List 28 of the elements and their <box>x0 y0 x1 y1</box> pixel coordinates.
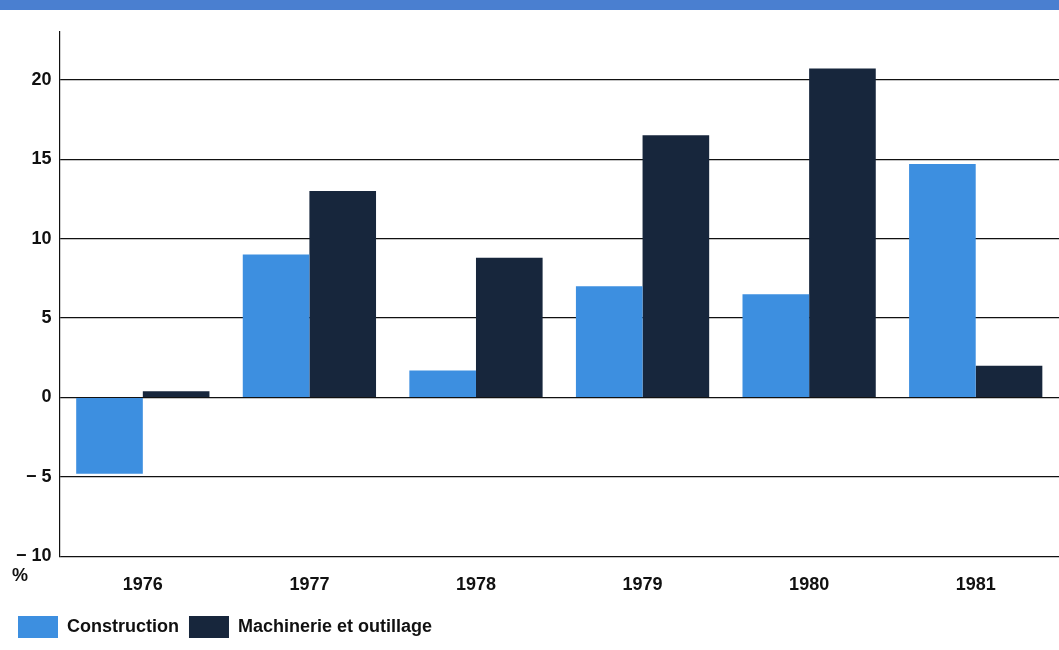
y-tick-label: − 10 <box>15 545 52 566</box>
bar <box>975 365 1043 397</box>
bar <box>742 294 810 397</box>
x-tick-label: 1979 <box>622 574 663 595</box>
bar <box>809 68 876 397</box>
x-tick-label: 1980 <box>789 574 830 595</box>
bar <box>475 257 543 397</box>
y-axis-title: % <box>12 565 29 586</box>
legend-label: Machinerie et outillage <box>237 615 433 636</box>
bar <box>309 190 377 397</box>
bar <box>575 286 643 397</box>
y-tick-label: 0 <box>41 386 52 407</box>
x-tick-label: 1977 <box>289 574 330 595</box>
y-tick-label: 20 <box>31 68 52 89</box>
bar <box>142 391 210 397</box>
bar <box>76 398 143 474</box>
x-tick-label: 1978 <box>455 574 496 595</box>
x-tick-label: 1976 <box>122 574 163 595</box>
bar <box>409 370 476 397</box>
bar <box>909 163 976 397</box>
bar <box>242 254 310 397</box>
legend-label: Construction <box>67 615 179 636</box>
y-tick-label: 10 <box>31 227 52 248</box>
x-tick-label: 1981 <box>955 574 996 595</box>
y-tick-label: 5 <box>41 307 52 328</box>
bar <box>642 135 710 397</box>
y-tick-label: − 5 <box>26 465 52 486</box>
y-tick-label: 15 <box>31 148 52 169</box>
